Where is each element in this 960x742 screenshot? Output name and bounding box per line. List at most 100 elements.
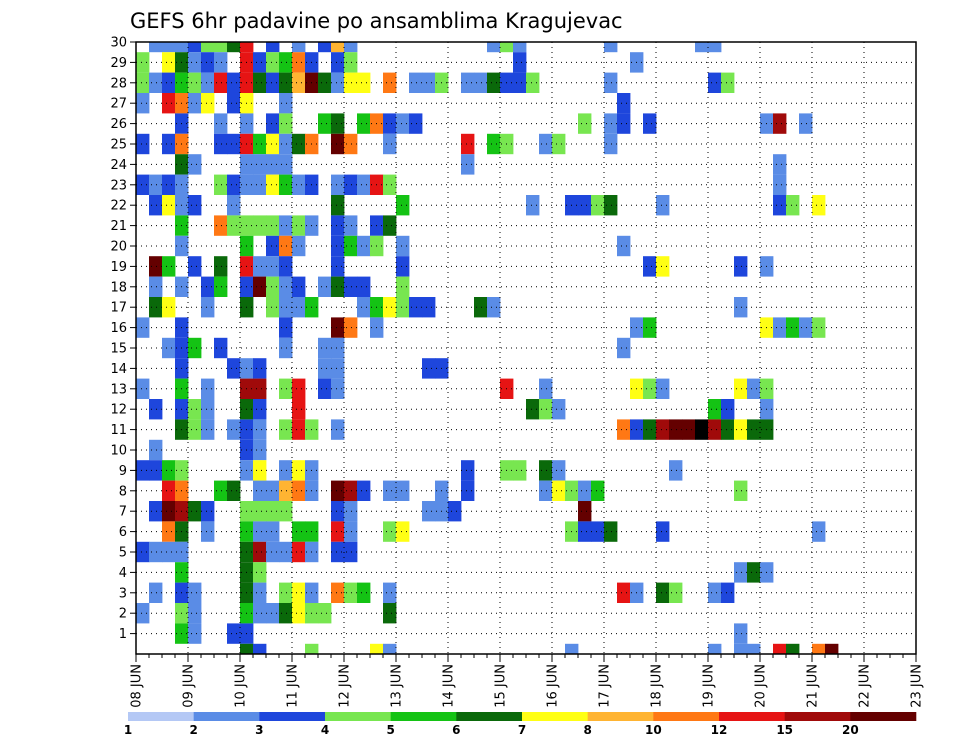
- heatmap-cell: [539, 399, 553, 420]
- heatmap-cell: [526, 399, 540, 420]
- heatmap-cell: [331, 174, 345, 195]
- heatmap-cell: [526, 195, 540, 216]
- heatmap-cell: [279, 480, 293, 501]
- heatmap-cell: [331, 276, 345, 297]
- heatmap-cell: [331, 521, 345, 542]
- heatmap-cell: [253, 174, 267, 195]
- heatmap-cell: [253, 501, 267, 522]
- heatmap-cell: [786, 643, 800, 654]
- heatmap-cell: [396, 297, 410, 318]
- heatmap-cell: [162, 256, 176, 277]
- heatmap-cell: [266, 541, 280, 563]
- heatmap-cell: [149, 174, 163, 195]
- heatmap-cell: [292, 399, 306, 420]
- heatmap-cell: [487, 72, 501, 93]
- heatmap-cell: [136, 52, 150, 73]
- heatmap-cell: [331, 133, 345, 155]
- heatmap-cell: [253, 521, 267, 542]
- heatmap-cell: [136, 174, 150, 195]
- y-tick-label: 7: [119, 505, 127, 520]
- heatmap-cell: [747, 378, 761, 399]
- heatmap-cell: [201, 399, 215, 420]
- heatmap-cell: [227, 174, 241, 195]
- heatmap-cell: [461, 480, 475, 501]
- colorbar-label: 20: [842, 723, 859, 737]
- heatmap-cell: [812, 317, 826, 338]
- heatmap-cell: [357, 297, 371, 318]
- heatmap-cell: [318, 358, 332, 379]
- heatmap-cell: [578, 501, 592, 522]
- heatmap-cell: [253, 562, 267, 583]
- heatmap-cell: [331, 541, 345, 563]
- colorbar-swatch: [456, 712, 523, 721]
- heatmap-cell: [383, 297, 397, 318]
- heatmap-cell: [214, 113, 228, 134]
- heatmap-cell: [422, 358, 436, 379]
- heatmap-cell: [487, 133, 501, 155]
- heatmap-cell: [279, 603, 293, 624]
- heatmap-cell: [383, 113, 397, 134]
- heatmap-cell: [214, 337, 228, 359]
- heatmap-cell: [162, 93, 176, 114]
- y-tick-label: 2: [119, 607, 127, 622]
- colorbar-swatch: [784, 712, 851, 721]
- heatmap-cell: [734, 378, 748, 399]
- heatmap-cell: [162, 52, 176, 73]
- heatmap-cell: [461, 154, 475, 175]
- heatmap-cell: [266, 297, 280, 318]
- heatmap-cell: [383, 174, 397, 195]
- heatmap-cell: [136, 378, 150, 399]
- heatmap-cell: [240, 643, 254, 654]
- x-tick-label: 09 JUN: [182, 664, 197, 708]
- y-tick-label: 26: [110, 117, 127, 132]
- y-tick-label: 30: [110, 36, 127, 51]
- heatmap-cell: [214, 133, 228, 155]
- heatmap-cell: [266, 113, 280, 134]
- heatmap-cell: [279, 154, 293, 175]
- heatmap-cell: [318, 113, 332, 134]
- heatmap-cell: [292, 541, 306, 563]
- heatmap-cell: [383, 521, 397, 542]
- heatmap-cell: [279, 419, 293, 440]
- y-tick-label: 13: [110, 382, 127, 397]
- heatmap-cell: [188, 501, 202, 522]
- heatmap-cell: [279, 501, 293, 522]
- heatmap-cell: [266, 501, 280, 522]
- heatmap-cell: [565, 643, 579, 654]
- heatmap-cell: [149, 297, 163, 318]
- heatmap-cell: [669, 460, 683, 481]
- heatmap-cell: [786, 195, 800, 216]
- heatmap-cell: [344, 317, 358, 338]
- colorbar-label: 10: [645, 723, 662, 737]
- heatmap-cell: [279, 337, 293, 359]
- heatmap-cell: [357, 174, 371, 195]
- y-tick-label: 5: [119, 546, 127, 561]
- heatmap-cell: [331, 52, 345, 73]
- heatmap-cell: [227, 42, 241, 53]
- heatmap-cell: [227, 419, 241, 440]
- colorbar-label: 12: [711, 723, 728, 737]
- heatmap-cell: [279, 541, 293, 563]
- heatmap-cell: [214, 52, 228, 73]
- heatmap-cell: [539, 460, 553, 481]
- heatmap-cell: [734, 256, 748, 277]
- heatmap-cell: [279, 215, 293, 236]
- heatmap-cell: [136, 603, 150, 624]
- heatmap-cell: [292, 215, 306, 236]
- heatmap-cell: [539, 480, 553, 501]
- heatmap-cell: [721, 399, 735, 420]
- heatmap-cell: [643, 378, 657, 399]
- y-tick-label: 19: [110, 260, 127, 275]
- heatmap-cell: [253, 154, 267, 175]
- heatmap-cell: [773, 113, 787, 134]
- heatmap-cell: [227, 133, 241, 155]
- heatmap-cell: [149, 460, 163, 481]
- heatmap-cell: [279, 235, 293, 257]
- heatmap-cell: [773, 174, 787, 195]
- heatmap-cell: [383, 643, 397, 654]
- colorbar-swatch: [719, 712, 785, 721]
- colorbar-swatch: [850, 712, 917, 721]
- heatmap-cell: [253, 541, 267, 563]
- colorbar-swatch: [390, 712, 457, 721]
